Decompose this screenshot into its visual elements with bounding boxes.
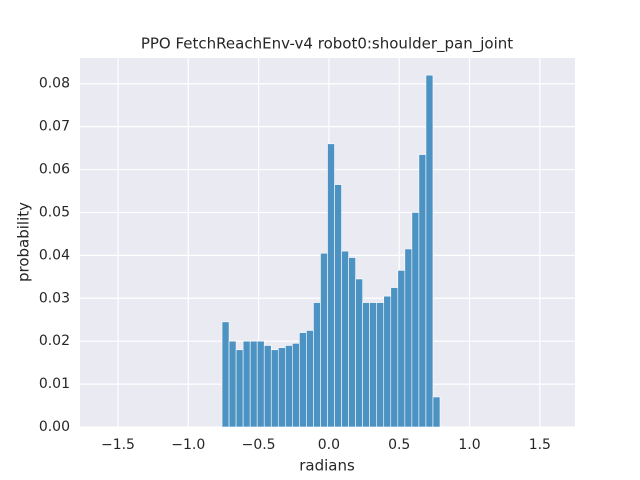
bar	[249, 340, 258, 428]
bar	[348, 257, 356, 428]
y-tick-label: 0.03	[39, 290, 70, 306]
bar	[277, 347, 286, 428]
bar	[299, 332, 307, 428]
bar	[313, 302, 321, 428]
chart-title: PPO FetchReachEnv-v4 robot0:shoulder_pan…	[141, 35, 513, 54]
x-tick-label: −0.5	[242, 437, 276, 453]
bar	[376, 302, 385, 428]
bar	[270, 349, 279, 428]
bar	[235, 349, 244, 428]
bar	[285, 345, 293, 428]
x-tick-label: 0.0	[318, 437, 340, 453]
y-tick-label: 0.02	[39, 333, 70, 349]
y-tick-label: 0.00	[39, 419, 70, 435]
bar	[334, 184, 342, 428]
y-tick-label: 0.06	[39, 162, 70, 178]
bar	[383, 295, 392, 428]
y-tick-label: 0.07	[39, 119, 70, 135]
bar	[362, 302, 370, 428]
x-tick-label: −1.0	[171, 437, 205, 453]
bar	[390, 287, 399, 428]
bar	[292, 343, 300, 428]
y-tick-label: 0.05	[39, 204, 70, 220]
y-tick-label: 0.08	[39, 76, 70, 92]
x-tick-label: 1.5	[529, 437, 551, 453]
bar	[425, 74, 434, 428]
x-tick-label: 1.0	[458, 437, 480, 453]
bar	[411, 212, 420, 428]
bar	[341, 250, 349, 428]
bar	[242, 340, 251, 428]
y-tick-label: 0.01	[39, 376, 70, 392]
bar	[418, 154, 427, 428]
bar	[228, 340, 237, 428]
x-tick-label: −1.5	[101, 437, 135, 453]
x-tick-label: 0.5	[388, 437, 410, 453]
bar	[327, 143, 335, 428]
bar	[397, 270, 406, 428]
bar	[306, 330, 314, 428]
bar	[221, 321, 230, 428]
bar	[355, 278, 363, 428]
bar	[404, 248, 413, 428]
y-axis-label: probability	[15, 202, 33, 282]
x-axis-label: radians	[299, 457, 355, 475]
bar	[320, 252, 328, 428]
bar	[256, 340, 265, 428]
bar	[432, 396, 441, 428]
bar	[263, 345, 272, 428]
y-tick-label: 0.04	[39, 247, 70, 263]
bar	[369, 302, 378, 428]
